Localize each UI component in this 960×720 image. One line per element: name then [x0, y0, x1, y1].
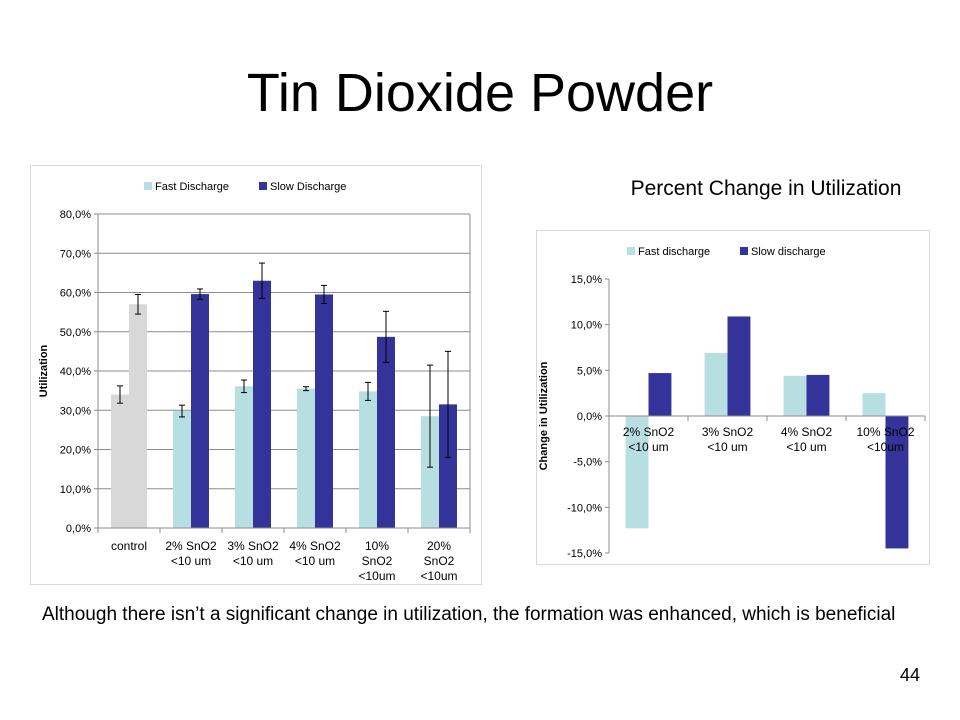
x-tick-label: 3% SnO2 <10 um — [702, 425, 754, 454]
legend-label: Slow discharge — [751, 246, 826, 258]
x-tick-label: 2% SnO2 <10 um — [165, 539, 217, 568]
utilization-chart-svg: 0,0% 10,0% 20,0% 30,0% 40,0% 50,0% 60,0% 70,0% 8… — [30, 165, 482, 585]
y-tick-label: 50,0% — [60, 327, 91, 339]
bar-slow-discharge — [253, 280, 271, 528]
bar-fast-discharge — [862, 393, 886, 416]
utilization-bar-chart: 0,0% 10,0% 20,0% 30,0% 40,0% 50,0% 60,0% 70,0% 8… — [30, 165, 482, 585]
legend-swatch — [144, 182, 152, 190]
bar-fast-discharge — [111, 394, 129, 528]
legend-swatch — [627, 247, 635, 255]
bar-fast-discharge — [235, 386, 253, 528]
x-tick-label: 4% SnO2 <10 um — [289, 539, 341, 568]
x-tick-label: control — [111, 539, 147, 553]
y-tick-label: 30,0% — [60, 405, 91, 417]
y-axis-title: Utilization — [38, 344, 50, 397]
x-tick-label: 10% SnO2 <10um — [358, 539, 395, 583]
legend-label: Fast discharge — [638, 246, 710, 258]
x-tick-label: 10% SnO2 <10um — [856, 425, 914, 454]
y-tick-label: 80,0% — [60, 209, 91, 221]
bar-fast-discharge — [625, 416, 649, 529]
bar-fast-discharge — [783, 375, 807, 416]
bar-fast-discharge — [421, 416, 439, 528]
y-tick-label: 5,0% — [577, 365, 602, 377]
y-tick-label: 70,0% — [60, 248, 91, 260]
bar-fast-discharge — [359, 391, 377, 528]
y-axis-title: Change in Utilization — [538, 361, 550, 470]
slide-title: Tin Dioxide Powder — [246, 63, 714, 123]
bar-slow-discharge — [806, 374, 830, 416]
bar-slow-discharge — [129, 304, 147, 528]
y-tick-label: 10,0% — [60, 484, 91, 496]
y-tick-label: 40,0% — [60, 366, 91, 378]
bar-slow-discharge — [727, 316, 751, 416]
y-tick-label: -15,0% — [567, 548, 602, 560]
bar-fast-discharge — [173, 411, 191, 528]
bar-slow-discharge — [439, 404, 457, 528]
y-tick-label: 10,0% — [571, 320, 602, 332]
legend-label: Fast Discharge — [155, 181, 229, 193]
percent-change-bar-chart: -15,0% -10,0% -5,0% 0,0% 5,0% 10,0% 15,0% Chang… — [536, 230, 930, 565]
y-tick-label: 0,0% — [66, 523, 91, 535]
bar-fast-discharge — [297, 388, 315, 528]
legend-label: Slow Discharge — [270, 181, 346, 193]
percent-change-chart-title: Percent Change in Utilization — [630, 177, 902, 200]
bar-slow-discharge — [191, 294, 209, 528]
percent-change-chart-svg: -15,0% -10,0% -5,0% 0,0% 5,0% 10,0% 15,0% Chang… — [536, 230, 930, 565]
y-tick-label: -10,0% — [567, 502, 602, 514]
page-number: 44 — [899, 665, 920, 685]
y-tick-label: 60,0% — [60, 288, 91, 300]
bar-slow-discharge — [648, 373, 672, 416]
legend-swatch — [259, 182, 267, 190]
x-tick-label: 20% SnO2 <10um — [420, 539, 457, 583]
legend-swatch — [740, 247, 748, 255]
x-tick-label: 3% SnO2 <10 um — [227, 539, 279, 568]
y-tick-label: 15,0% — [571, 274, 602, 286]
bar-fast-discharge — [704, 352, 728, 416]
y-tick-label: 20,0% — [60, 445, 91, 457]
y-tick-label: 0,0% — [577, 411, 602, 423]
bar-slow-discharge — [885, 416, 909, 549]
slide-caption: Although there isn’t a significant chang… — [42, 604, 896, 625]
bar-slow-discharge — [377, 336, 395, 528]
x-tick-label: 2% SnO2 <10 um — [623, 425, 675, 454]
y-tick-label: -5,0% — [573, 457, 602, 469]
bar-slow-discharge — [315, 294, 333, 528]
x-tick-label: 4% SnO2 <10 um — [781, 425, 833, 454]
